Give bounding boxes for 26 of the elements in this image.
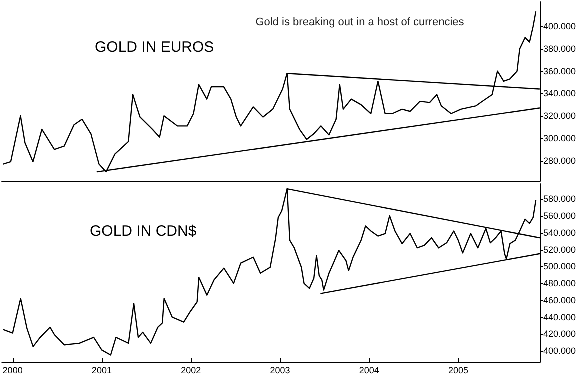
y-tick-label: 520.000 bbox=[543, 244, 576, 255]
y-tick-label: 580.000 bbox=[543, 194, 576, 204]
y-tick-label: 380.000 bbox=[543, 44, 576, 54]
x-tick-label: 2000 bbox=[2, 366, 23, 376]
annotation: GOLD IN EUROS bbox=[95, 39, 214, 56]
y-tick-label: 400.000 bbox=[543, 22, 576, 32]
y-tick-label: 360.000 bbox=[543, 66, 576, 76]
y-tick-label: 540.000 bbox=[543, 228, 576, 238]
y-tick-label: 460.000 bbox=[543, 295, 576, 306]
x-tick-label: 2004 bbox=[359, 366, 380, 376]
x-tick-label: 2001 bbox=[92, 366, 112, 376]
y-tick-label: 340.000 bbox=[543, 88, 576, 99]
annotation: GOLD IN CDN$ bbox=[90, 223, 198, 240]
y-tick-label: 280.000 bbox=[543, 156, 576, 166]
x-tick-label: 2002 bbox=[181, 366, 202, 376]
y-tick-label: 300.000 bbox=[543, 133, 576, 144]
y-tick-label: 320.000 bbox=[543, 111, 576, 122]
y-tick-label: 560.000 bbox=[543, 211, 576, 222]
y-tick-label: 400.000 bbox=[543, 346, 576, 356]
y-tick-label: 420.000 bbox=[543, 329, 576, 340]
x-tick-label: 2005 bbox=[448, 366, 468, 376]
y-tick-label: 500.000 bbox=[543, 262, 576, 272]
x-tick-label: 2003 bbox=[270, 366, 290, 376]
y-tick-label: 480.000 bbox=[543, 278, 576, 289]
y-tick-label: 440.000 bbox=[543, 312, 576, 322]
text: Gold is breaking out in a host of currencies bbox=[256, 16, 465, 28]
